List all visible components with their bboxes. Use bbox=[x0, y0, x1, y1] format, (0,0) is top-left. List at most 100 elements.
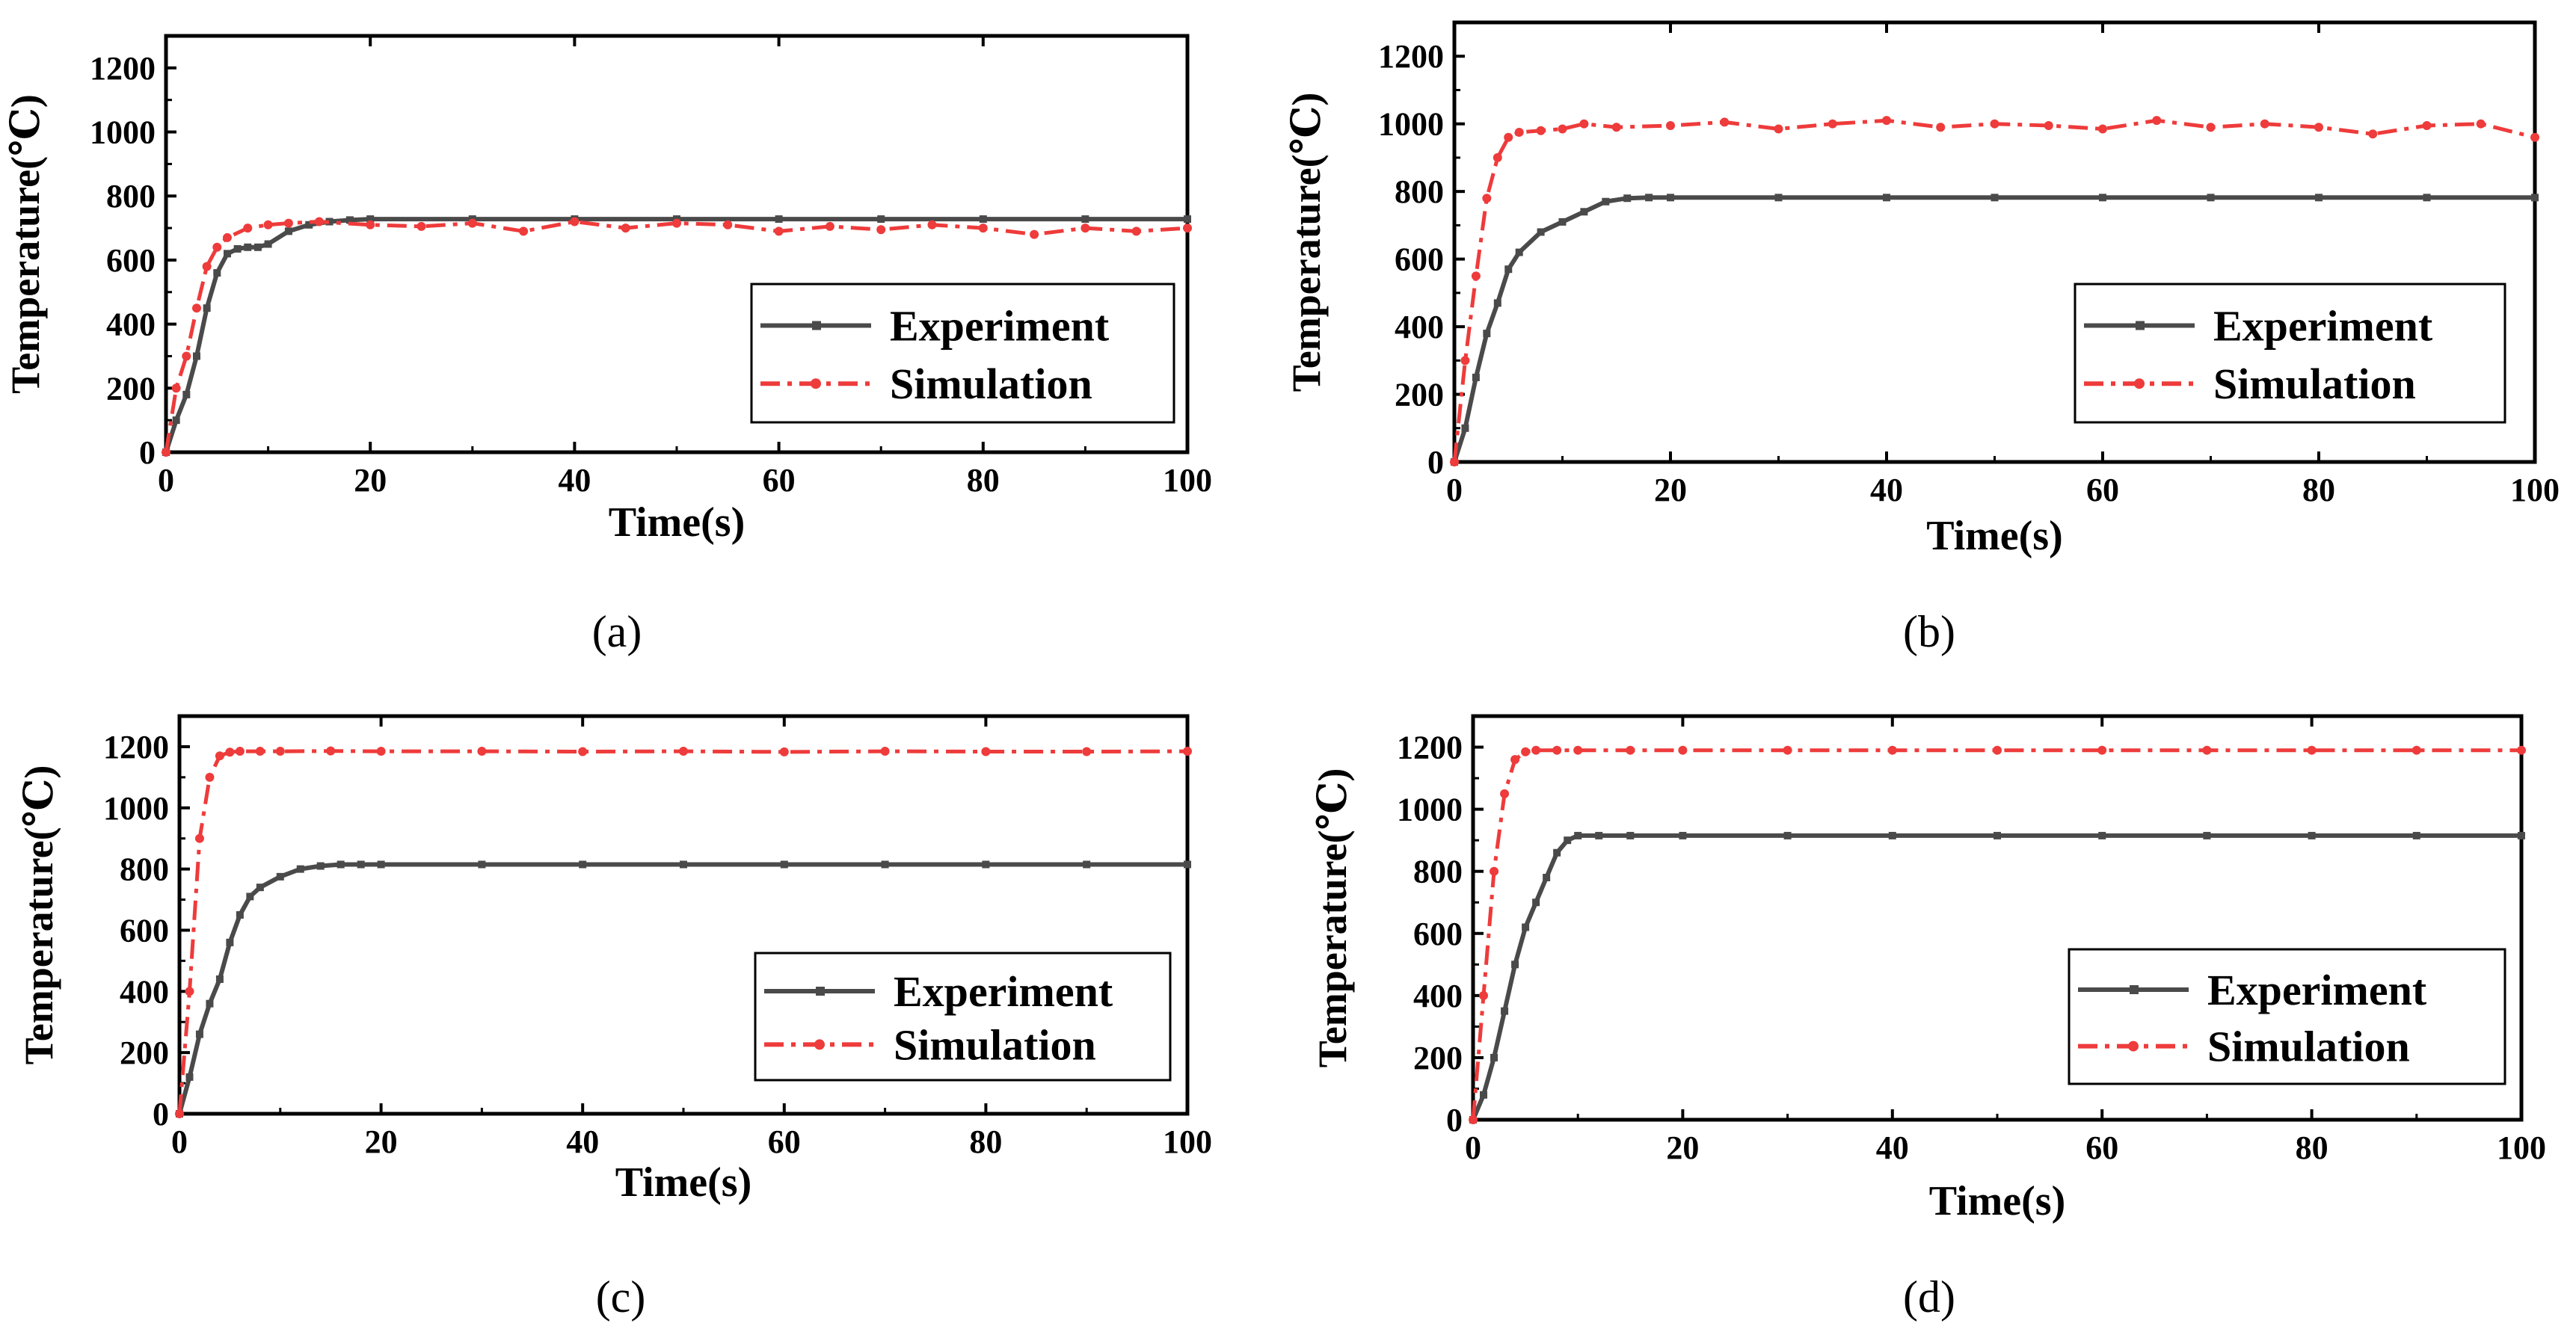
data-point-experiment bbox=[253, 243, 262, 251]
x-tick-label: 40 bbox=[1876, 1129, 1909, 1166]
data-point-simulation bbox=[194, 833, 204, 843]
data-point-experiment bbox=[325, 218, 333, 226]
data-point-simulation bbox=[2476, 119, 2486, 129]
data-point-experiment bbox=[979, 215, 987, 223]
x-tick-label: 40 bbox=[566, 1123, 599, 1160]
legend-label-experiment: Experiment bbox=[2207, 966, 2427, 1014]
data-point-experiment bbox=[345, 216, 354, 224]
data-point-experiment bbox=[276, 872, 284, 881]
data-point-simulation bbox=[215, 751, 224, 761]
data-point-experiment bbox=[1883, 194, 1890, 202]
y-tick-label: 1000 bbox=[103, 790, 169, 827]
x-tick-label: 80 bbox=[2296, 1129, 2328, 1166]
legend-label-simulation: Simulation bbox=[894, 1020, 1096, 1069]
legend-label-experiment: Experiment bbox=[890, 302, 1110, 351]
data-point-simulation bbox=[1183, 747, 1192, 756]
panel-caption: (c) bbox=[596, 1272, 646, 1322]
legend-box bbox=[2068, 948, 2506, 1085]
data-point-simulation bbox=[672, 218, 681, 228]
data-point-simulation bbox=[1500, 789, 1510, 798]
legend-marker-experiment bbox=[2130, 985, 2139, 994]
data-point-simulation bbox=[1678, 745, 1688, 755]
data-point-simulation bbox=[519, 226, 529, 236]
y-tick-label: 800 bbox=[1395, 173, 1444, 210]
data-point-experiment bbox=[2098, 831, 2106, 839]
legend-box bbox=[2074, 283, 2506, 424]
data-point-simulation bbox=[621, 223, 630, 233]
x-tick-label: 0 bbox=[1446, 472, 1463, 508]
y-axis-label: Temperature(℃) bbox=[1284, 93, 1329, 392]
legend-marker-experiment bbox=[816, 987, 825, 996]
data-point-experiment bbox=[213, 269, 221, 277]
data-point-experiment bbox=[877, 215, 885, 223]
data-point-experiment bbox=[680, 860, 687, 869]
data-point-simulation bbox=[1469, 1115, 1478, 1124]
data-point-experiment bbox=[1580, 208, 1588, 216]
data-point-experiment bbox=[1543, 874, 1551, 881]
data-point-experiment bbox=[195, 1030, 203, 1038]
data-point-simulation bbox=[1479, 990, 1489, 1000]
x-axis-label: Time(s) bbox=[1929, 1178, 2066, 1224]
x-tick-label: 0 bbox=[158, 462, 174, 499]
data-point-simulation bbox=[570, 217, 580, 226]
data-point-experiment bbox=[2531, 194, 2539, 202]
series-line-experiment bbox=[1471, 833, 2521, 1121]
data-point-simulation bbox=[2097, 745, 2107, 755]
data-point-experiment bbox=[1461, 424, 1469, 432]
data-point-simulation bbox=[205, 772, 215, 782]
y-tick-label: 200 bbox=[1413, 1040, 1463, 1076]
data-point-simulation bbox=[275, 747, 285, 756]
data-point-experiment bbox=[1564, 836, 1572, 845]
data-point-simulation bbox=[243, 223, 253, 233]
data-point-simulation bbox=[202, 262, 212, 271]
data-point-experiment bbox=[226, 938, 234, 946]
legend-box bbox=[754, 952, 1172, 1082]
data-point-simulation bbox=[880, 747, 890, 756]
data-point-simulation bbox=[1080, 223, 1090, 233]
data-point-simulation bbox=[774, 226, 784, 236]
legend-marker-simulation bbox=[811, 378, 821, 389]
data-point-simulation bbox=[1450, 457, 1459, 466]
data-point-experiment bbox=[215, 975, 224, 983]
y-tick-label: 400 bbox=[1413, 978, 1463, 1014]
data-point-simulation bbox=[978, 223, 988, 233]
data-point-simulation bbox=[175, 1109, 184, 1118]
data-point-simulation bbox=[2411, 745, 2421, 755]
x-axis-label: Time(s) bbox=[609, 499, 746, 546]
data-point-experiment bbox=[1558, 218, 1567, 226]
x-tick-label: 20 bbox=[1666, 1129, 1699, 1166]
data-point-experiment bbox=[881, 860, 889, 869]
data-point-simulation bbox=[2260, 119, 2269, 129]
y-tick-label: 1000 bbox=[1378, 106, 1444, 143]
x-tick-label: 40 bbox=[1870, 472, 1903, 508]
data-point-simulation bbox=[2368, 129, 2378, 139]
data-point-simulation bbox=[1573, 745, 1583, 755]
data-point-simulation bbox=[1990, 119, 1999, 129]
data-point-experiment bbox=[1645, 194, 1653, 202]
data-point-simulation bbox=[1471, 271, 1481, 281]
y-tick-label: 800 bbox=[120, 851, 169, 888]
data-point-simulation bbox=[191, 303, 201, 313]
data-point-simulation bbox=[1774, 124, 1783, 134]
data-point-experiment bbox=[579, 860, 587, 869]
data-point-simulation bbox=[212, 242, 222, 252]
legend: Experiment Simulation bbox=[750, 283, 1175, 424]
data-point-experiment bbox=[296, 865, 304, 873]
data-point-simulation bbox=[2517, 745, 2526, 755]
y-tick-label: 600 bbox=[106, 242, 156, 279]
data-point-experiment bbox=[1081, 215, 1089, 223]
y-tick-label: 1000 bbox=[90, 114, 156, 151]
data-point-experiment bbox=[1522, 923, 1530, 931]
data-point-experiment bbox=[244, 243, 252, 251]
data-point-experiment bbox=[185, 1073, 194, 1081]
legend-marker-experiment bbox=[2136, 321, 2145, 330]
data-point-experiment bbox=[172, 416, 180, 425]
data-point-experiment bbox=[305, 221, 313, 229]
data-point-simulation bbox=[825, 221, 834, 231]
data-point-simulation bbox=[225, 747, 235, 757]
data-point-simulation bbox=[235, 747, 245, 756]
x-tick-label: 80 bbox=[967, 462, 1000, 499]
data-point-experiment bbox=[775, 215, 783, 223]
data-point-simulation bbox=[679, 747, 688, 756]
data-point-experiment bbox=[982, 860, 990, 869]
